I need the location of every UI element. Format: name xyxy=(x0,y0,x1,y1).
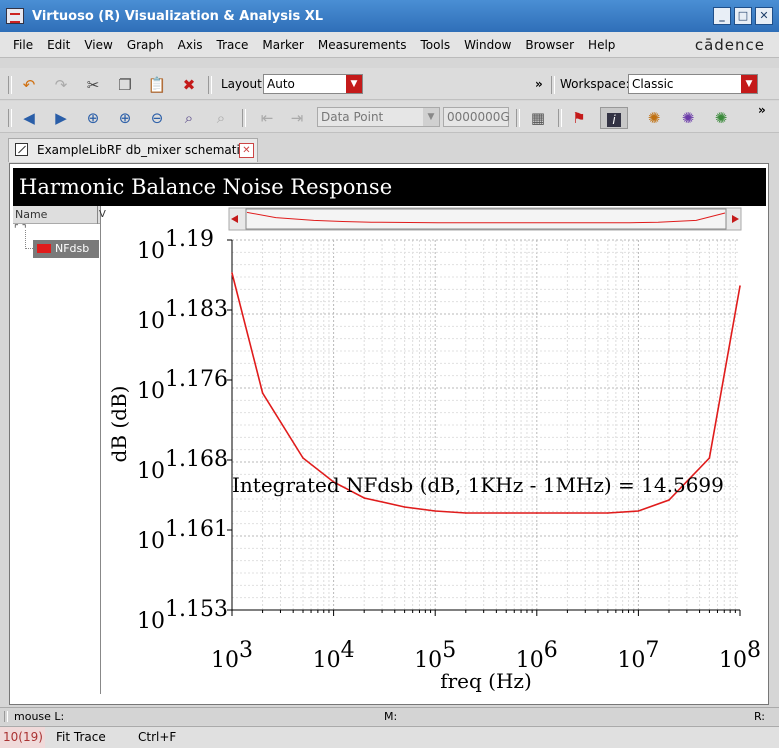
menu-file[interactable]: File xyxy=(13,37,34,52)
zoom-toolbar: ◀ ▶ ⊕ ⊕ ⊖ ⌕ ⌕ ⇤ ⇥ Data Point ▼ 0000000G … xyxy=(0,101,779,133)
app-icon xyxy=(6,8,24,24)
tree-line xyxy=(25,230,33,249)
command-status-bar: 10(19) Fit Trace Ctrl+F xyxy=(0,726,779,748)
info-icon[interactable]: i xyxy=(600,107,628,129)
window-title: Virtuoso (R) Visualization & Analysis XL xyxy=(32,8,324,24)
menu-browser[interactable]: Browser xyxy=(525,37,575,52)
marker-value-field[interactable]: 0000000G xyxy=(443,107,510,127)
forward-icon[interactable]: ▶ xyxy=(55,109,67,127)
command-shortcut: Ctrl+F xyxy=(138,730,177,744)
zoom-area-icon[interactable]: ⌕ xyxy=(184,109,194,127)
main-toolbar: ↶ ↷ ✂ ❐ 📋 ✖ Layout: Auto ▼ » Workspace: … xyxy=(0,68,779,100)
plot-title: Harmonic Balance Noise Response xyxy=(13,168,766,206)
trace-color-icon[interactable]: ✺ xyxy=(681,109,695,127)
legend-column-name: Name xyxy=(15,208,48,221)
zoom-in-icon[interactable]: ⊕ xyxy=(118,109,132,127)
mouse-right-label: R: xyxy=(754,710,766,723)
trace-style-icon[interactable]: ✺ xyxy=(647,109,661,127)
marker-mode-value: Data Point xyxy=(321,110,384,124)
trace-group-icon[interactable]: ✺ xyxy=(714,109,728,127)
tree-collapse-icon[interactable]: ⌜ ⌝ xyxy=(14,224,27,235)
mouse-left-label: mouse L: xyxy=(14,710,65,723)
command-counter: 10(19) xyxy=(0,727,45,748)
menu-window[interactable]: Window xyxy=(464,37,512,52)
trace-legend: Name V ⌜ ⌝ NFdsb xyxy=(13,206,106,694)
tab-label: ExampleLibRF db_mixer schematic xyxy=(37,143,247,157)
zoom-out-icon[interactable]: ⊖ xyxy=(150,109,164,127)
menu-axis[interactable]: Axis xyxy=(177,37,203,52)
workspace-label: Workspace: xyxy=(560,77,630,91)
toolbar-grip[interactable] xyxy=(8,109,12,127)
minimize-button[interactable]: _ xyxy=(713,7,731,25)
workspace-value: Classic xyxy=(632,77,674,91)
menu-edit[interactable]: Edit xyxy=(47,37,71,52)
chevron-down-icon: ▼ xyxy=(423,108,439,126)
maximize-button[interactable]: □ xyxy=(734,7,752,25)
layout-value: Auto xyxy=(267,77,295,91)
legend-item-label: NFdsb xyxy=(55,242,90,255)
toolbar-grip[interactable] xyxy=(516,109,520,127)
toolbar-overflow[interactable]: » xyxy=(758,103,766,117)
menu-marker[interactable]: Marker xyxy=(262,37,304,52)
schematic-icon xyxy=(15,143,28,156)
copy-icon[interactable]: ❐ xyxy=(118,76,132,94)
close-tab-icon[interactable]: ✕ xyxy=(239,143,254,158)
toolbar-grip[interactable] xyxy=(208,76,212,94)
cut-icon[interactable]: ✂ xyxy=(86,76,100,94)
marker-mode-select[interactable]: Data Point ▼ xyxy=(317,107,440,127)
last-command: Fit Trace xyxy=(56,730,106,744)
calculator-icon[interactable]: ▦ xyxy=(530,109,546,127)
marker-value: 0000000G xyxy=(447,110,510,124)
title-bar: Virtuoso (R) Visualization & Analysis XL… xyxy=(0,0,779,32)
window-controls: _ □ ✕ xyxy=(713,7,773,25)
next-point-icon[interactable]: ⇥ xyxy=(290,109,304,127)
zoom-fit-icon[interactable]: ⊕ xyxy=(86,109,100,127)
legend-item-nfdsb[interactable]: NFdsb xyxy=(33,240,99,258)
plot-window: Harmonic Balance Noise Response Name V ⌜… xyxy=(9,163,769,705)
chevron-down-icon: ▼ xyxy=(741,75,757,93)
menu-view[interactable]: View xyxy=(84,37,113,52)
chevron-down-icon: ▼ xyxy=(346,75,362,93)
mouse-middle-label: M: xyxy=(384,710,398,723)
menu-tools[interactable]: Tools xyxy=(420,37,451,52)
menu-trace[interactable]: Trace xyxy=(216,37,249,52)
status-grip xyxy=(4,711,8,722)
legend-column-v: V xyxy=(97,206,106,224)
back-icon[interactable]: ◀ xyxy=(23,109,35,127)
toolbar-grip[interactable] xyxy=(242,109,246,127)
toolbar-grip[interactable] xyxy=(558,109,562,127)
layout-select[interactable]: Auto ▼ xyxy=(263,74,363,94)
toolbar-grip[interactable] xyxy=(8,76,12,94)
redo-icon[interactable]: ↷ xyxy=(54,76,68,94)
undo-icon[interactable]: ↶ xyxy=(22,76,36,94)
toolbar-grip[interactable] xyxy=(551,76,555,94)
cadence-logo: cādence xyxy=(694,36,765,54)
layout-label: Layout: xyxy=(221,77,266,91)
prev-point-icon[interactable]: ⇤ xyxy=(260,109,274,127)
mouse-status-bar: mouse L: M: R: xyxy=(0,707,779,725)
toolbar-overflow[interactable]: » xyxy=(535,77,543,91)
tab-schematic[interactable]: ExampleLibRF db_mixer schematic ✕ xyxy=(8,138,258,162)
paste-icon[interactable]: 📋 xyxy=(147,76,167,94)
tab-strip: ExampleLibRF db_mixer schematic ✕ xyxy=(0,134,779,164)
menu-measurements[interactable]: Measurements xyxy=(317,37,407,52)
pan-icon[interactable]: ⌕ xyxy=(216,109,226,127)
close-button[interactable]: ✕ xyxy=(755,7,773,25)
delete-icon[interactable]: ✖ xyxy=(182,76,196,94)
trace-color-swatch xyxy=(37,244,51,253)
legend-header: Name V xyxy=(13,206,106,224)
workspace-select[interactable]: Classic ▼ xyxy=(628,74,758,94)
menu-bar: File Edit View Graph Axis Trace Marker M… xyxy=(0,32,779,58)
menu-graph[interactable]: Graph xyxy=(126,37,164,52)
marker-flag-icon[interactable]: ⚑ xyxy=(572,109,586,127)
menu-help[interactable]: Help xyxy=(588,37,616,52)
